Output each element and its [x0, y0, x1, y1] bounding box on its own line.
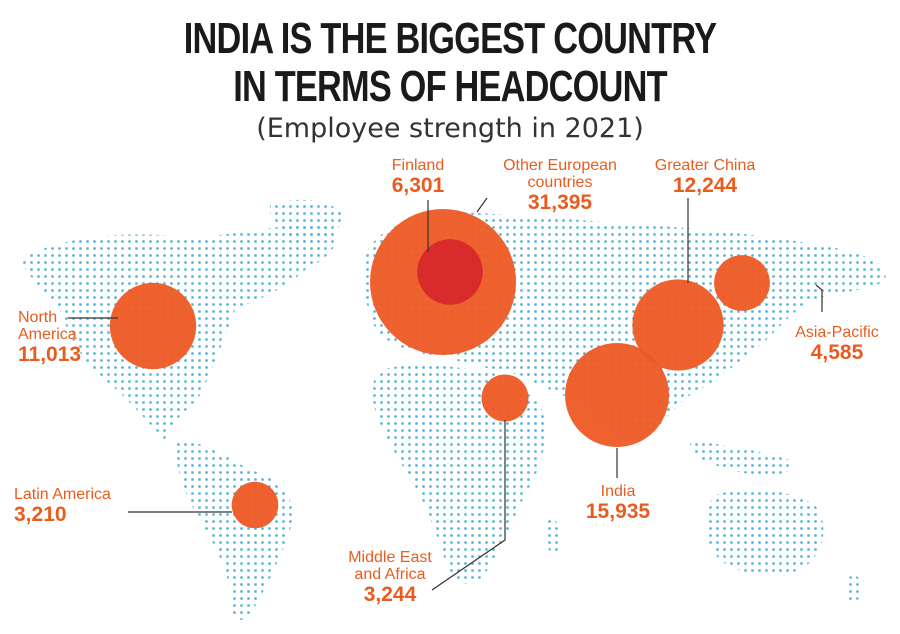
label-latin-america: Latin America 3,210 — [14, 486, 144, 526]
leader-asia-pacific — [815, 284, 823, 312]
bubble-india — [565, 343, 669, 447]
subtitle: (Employee strength in 2021) — [256, 113, 644, 144]
bubble-greater-china — [632, 279, 724, 371]
leader-middle-east-africa — [431, 420, 506, 591]
south-america-landmass — [175, 440, 293, 620]
label-value: 31,395 — [527, 190, 593, 214]
label-value: 11,013 — [18, 342, 82, 366]
new-zealand-landmass — [847, 574, 861, 605]
leader-lines — [68, 197, 823, 591]
label-greater-china: Greater China 12,244 — [640, 157, 770, 197]
label-name: North — [18, 309, 58, 326]
label-name-2: America — [18, 325, 77, 343]
label-name: Asia-Pacific — [795, 324, 879, 341]
label-name: Latin America — [14, 486, 111, 503]
label-middle-east-africa: Middle East and Africa 3,244 — [330, 549, 450, 606]
label-north-america: North America 11,013 — [18, 309, 108, 366]
bubble-layer — [109, 209, 770, 529]
label-name-2: countries — [527, 173, 593, 191]
bubble-latin-america — [231, 481, 279, 529]
label-name: Finland — [391, 157, 445, 174]
label-value: 3,244 — [363, 582, 417, 606]
label-value: 4,585 — [810, 340, 864, 364]
label-name: Middle East — [348, 549, 432, 566]
bubble-north-america — [109, 282, 197, 370]
label-value: 15,935 — [585, 499, 651, 523]
label-finland: Finland 6,301 — [368, 157, 468, 197]
leader-other-european — [476, 197, 488, 213]
label-india: India 15,935 — [570, 483, 666, 523]
label-name: Greater China — [654, 157, 756, 174]
australia-landmass — [705, 489, 824, 576]
madagascar-landmass — [546, 518, 561, 554]
label-value: 3,210 — [14, 502, 67, 526]
label-asia-pacific: Asia-Pacific 4,585 — [782, 324, 892, 364]
title-line-2: IN TERMS OF HEADCOUNT — [233, 62, 667, 111]
title-line-1: INDIA IS THE BIGGEST COUNTRY — [183, 14, 717, 63]
bubble-finland — [417, 239, 483, 305]
label-value: 12,244 — [672, 173, 738, 197]
label-name-2: and Africa — [354, 565, 426, 583]
bubble-asia-pacific — [714, 255, 770, 311]
greenland-landmass — [269, 199, 345, 242]
bubble-middle-east-africa — [481, 374, 529, 422]
southeast-asia-landmass — [690, 440, 793, 476]
label-name: India — [600, 483, 636, 500]
label-other-european: Other European countries 31,395 — [480, 157, 640, 214]
label-value: 6,301 — [391, 173, 445, 197]
label-name: Other European — [503, 157, 617, 174]
